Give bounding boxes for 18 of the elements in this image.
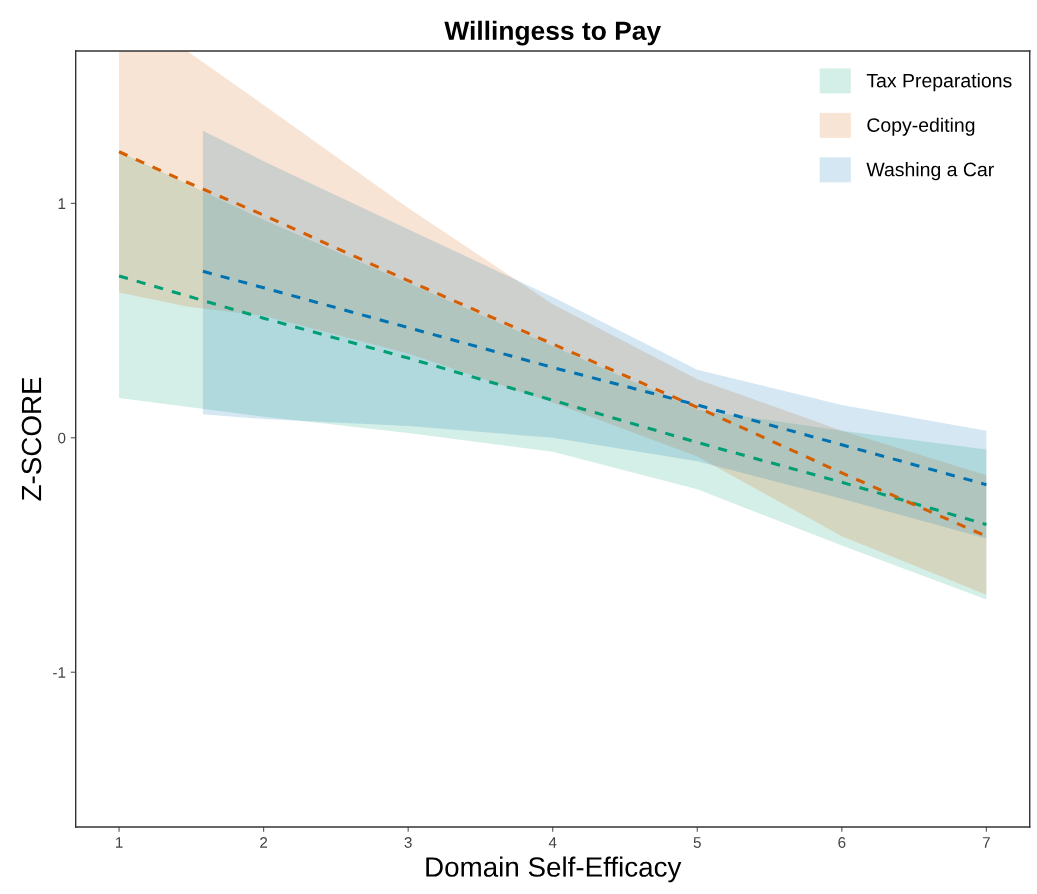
chart-title: Willingess to Pay: [444, 20, 661, 46]
x-tick-label: 1: [115, 837, 123, 848]
x-tick-label: 3: [404, 837, 412, 848]
line-series: [201, 269, 988, 487]
legend-label: Tax Preparations: [866, 73, 1012, 92]
y-tick-label: 0: [58, 432, 66, 444]
x-tick-label: 2: [260, 837, 268, 848]
x-tick-label: 7: [982, 837, 990, 848]
y-tick-label: 1: [58, 198, 66, 209]
x-axis-title: Domain Self-Efficacy: [426, 856, 682, 883]
y-tick-label: -1: [53, 667, 66, 678]
x-tick-label: 4: [548, 837, 557, 848]
legend-label: Washing a Car: [866, 162, 994, 181]
line-series: [117, 274, 988, 527]
x-tick-label: 5: [693, 837, 701, 848]
y-axis-title: Z-SCORE: [21, 377, 42, 501]
x-tick-label: 6: [838, 837, 846, 848]
legend-label: Copy-editing: [867, 117, 975, 136]
